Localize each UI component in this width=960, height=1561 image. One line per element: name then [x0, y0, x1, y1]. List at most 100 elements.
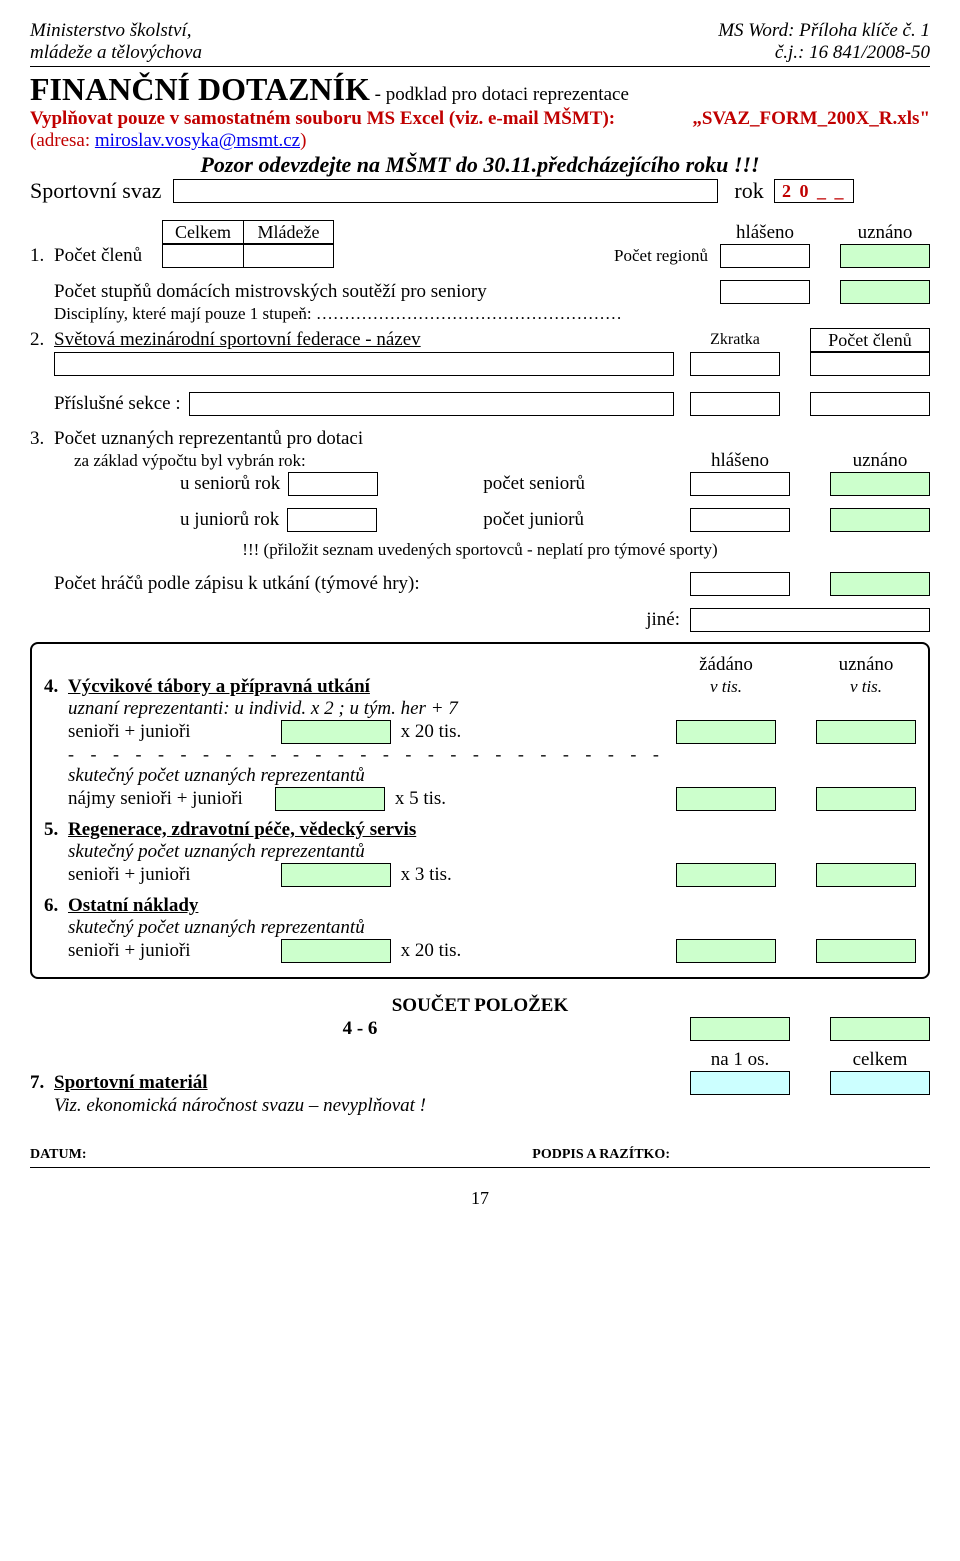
- s6-sj: senioři + junioři: [68, 940, 191, 962]
- s3-junior-rok-input[interactable]: [287, 508, 377, 532]
- title-main: FINANČNÍ DOTAZNÍK: [30, 71, 370, 107]
- s4-sj: senioři + junioři: [68, 721, 191, 743]
- s2-clenu-input[interactable]: [810, 352, 930, 376]
- s2-sekce-row: Příslušné sekce :: [30, 392, 930, 416]
- s3-hracu-uz[interactable]: [830, 572, 930, 596]
- s6-x20: x 20 tis.: [401, 940, 676, 962]
- s1-hlaseno-input[interactable]: [720, 244, 810, 268]
- s4-vtis2: v tis.: [816, 677, 916, 697]
- s3-junior-uz[interactable]: [830, 508, 930, 532]
- s1-stupnu-hl[interactable]: [720, 280, 810, 304]
- s3-senior-row: u seniorů rok počet seniorů: [30, 472, 930, 496]
- s3-junior-row: u juniorů rok počet juniorů: [30, 508, 930, 532]
- s3-title: Počet uznaných reprezentantů pro dotaci: [54, 428, 363, 450]
- s5-sj-zad[interactable]: [676, 863, 776, 887]
- rok-label: rok: [734, 178, 763, 204]
- s5-sj-uzn[interactable]: [816, 863, 916, 887]
- s3-hracu-row: Počet hráčů podle zápisu k utkání (týmov…: [30, 572, 930, 596]
- s5-x3: x 3 tis.: [401, 864, 676, 886]
- header-right-2: č.j.: 16 841/2008-50: [775, 42, 930, 64]
- svaz-row: Sportovní svaz rok 2 0 _ _: [30, 178, 930, 204]
- s3-hlaseno: hlášeno: [690, 450, 790, 472]
- s4-najmy-zad[interactable]: [676, 787, 776, 811]
- s6-sj-input[interactable]: [281, 939, 391, 963]
- s5-sj-input[interactable]: [281, 863, 391, 887]
- s5-title: Regenerace, zdravotní péče, vědecký serv…: [68, 819, 416, 841]
- s1-header: Celkem Mládeže hlášeno uznáno: [30, 220, 930, 244]
- svaz-label: Sportovní svaz: [30, 178, 161, 204]
- s4-uznano: uznáno: [816, 654, 916, 676]
- s2-sekce-hl[interactable]: [690, 392, 780, 416]
- s4-sj-input[interactable]: [281, 720, 391, 744]
- rok-value[interactable]: 2 0 _ _: [774, 179, 854, 203]
- s2-title: Světová mezinárodní sportovní federace -…: [54, 329, 690, 351]
- footer-datum: DATUM:: [30, 1147, 87, 1163]
- soucet-uzn[interactable]: [830, 1017, 930, 1041]
- soucet-row: 4 - 6: [30, 1017, 930, 1041]
- s3-jine-input[interactable]: [690, 608, 930, 632]
- s4-header: žádáno uznáno: [44, 654, 916, 676]
- s2-clenu: Počet členů: [810, 328, 930, 352]
- s2-nazev-input[interactable]: [54, 352, 674, 376]
- soucet-zad[interactable]: [690, 1017, 790, 1041]
- s5-num: 5.: [44, 819, 68, 841]
- header-row-1: Ministerstvo školství, MS Word: Příloha …: [30, 20, 930, 42]
- s4-zadano: žádáno: [676, 654, 776, 676]
- s3-senior-hl[interactable]: [690, 472, 790, 496]
- s3-num: 3.: [30, 428, 54, 450]
- header-row-2: mládeže a tělovýchova č.j.: 16 841/2008-…: [30, 42, 930, 64]
- s3-title-row: 3. Počet uznaných reprezentantů pro dota…: [30, 428, 930, 450]
- s7-na1os-input[interactable]: [690, 1071, 790, 1095]
- s6-num: 6.: [44, 895, 68, 917]
- s2-sekce-input[interactable]: [189, 392, 674, 416]
- s4-sj-uzn[interactable]: [816, 720, 916, 744]
- s3-senior-rok-input[interactable]: [288, 472, 378, 496]
- s4-sj-zad[interactable]: [676, 720, 776, 744]
- s4-uznani: uznaní reprezentanti: u individ. x 2 ; u…: [44, 698, 916, 720]
- s6-sj-zad[interactable]: [676, 939, 776, 963]
- s2-sekce-cl[interactable]: [810, 392, 930, 416]
- soucet-a: SOUČET POLOŽEK: [30, 995, 930, 1017]
- s1-hlaseno: hlášeno: [720, 222, 810, 244]
- s3-jine: jiné:: [30, 609, 690, 631]
- s1-discipliny: Disciplíny, které mají pouze 1 stupeň: ……: [54, 304, 622, 324]
- svaz-input[interactable]: [173, 179, 718, 203]
- address-row: (adresa: miroslav.vosyka@msmt.cz): [30, 130, 930, 152]
- address-pre: (adresa:: [30, 130, 95, 151]
- s4-title: Výcvikové tábory a přípravná utkání: [68, 676, 676, 698]
- s3-senior-rok: u seniorů rok: [180, 473, 280, 495]
- s1-celkem-input[interactable]: [162, 244, 244, 268]
- title-row: FINANČNÍ DOTAZNÍK - podklad pro dotaci r…: [30, 71, 930, 108]
- s7-num: 7.: [30, 1072, 54, 1094]
- s3-hracu: Počet hráčů podle zápisu k utkání (týmov…: [54, 573, 690, 595]
- s4-najmy-uzn[interactable]: [816, 787, 916, 811]
- s3-note: !!! (přiložit seznam uvedených sportovců…: [30, 540, 930, 560]
- s2-zkratka-input[interactable]: [690, 352, 780, 376]
- s3-pocet-junior: počet juniorů: [377, 509, 690, 531]
- s6-skut: skutečný počet uznaných reprezentantů: [44, 917, 916, 939]
- s4-num: 4.: [44, 676, 68, 698]
- s3-senior-uz[interactable]: [830, 472, 930, 496]
- s3-junior-rok: u juniorů rok: [180, 509, 279, 531]
- s7-note-row: Viz. ekonomická náročnost svazu – nevypl…: [30, 1095, 930, 1117]
- title-sub: - podklad pro dotaci reprezentace: [375, 84, 629, 105]
- s1-uznano-input[interactable]: [840, 244, 930, 268]
- warn-line: Pozor odevzdejte na MŠMT do 30.11.předch…: [30, 152, 930, 178]
- s3-junior-hl[interactable]: [690, 508, 790, 532]
- s4-najmy-input[interactable]: [275, 787, 385, 811]
- s7-celkem-input[interactable]: [830, 1071, 930, 1095]
- s6-title-row: 6. Ostatní náklady: [44, 895, 916, 917]
- s6-sj-uzn[interactable]: [816, 939, 916, 963]
- s7-title-row: 7. Sportovní materiál: [30, 1071, 930, 1095]
- s1-mladeze-input[interactable]: [244, 244, 334, 268]
- s2-inputs: [30, 352, 930, 376]
- s2-num: 2.: [30, 329, 54, 351]
- s4-title-row: 4. Výcvikové tábory a přípravná utkání v…: [44, 676, 916, 698]
- s3-hracu-hl[interactable]: [690, 572, 790, 596]
- s4-sj-row: senioři + junioři x 20 tis.: [44, 720, 916, 744]
- s1-stupnu-uz[interactable]: [840, 280, 930, 304]
- s7-note: Viz. ekonomická náročnost svazu – nevypl…: [54, 1095, 426, 1117]
- header-rule: [30, 66, 930, 67]
- header-right-1: MS Word: Příloha klíče č. 1: [718, 20, 930, 42]
- page-number: 17: [30, 1188, 930, 1209]
